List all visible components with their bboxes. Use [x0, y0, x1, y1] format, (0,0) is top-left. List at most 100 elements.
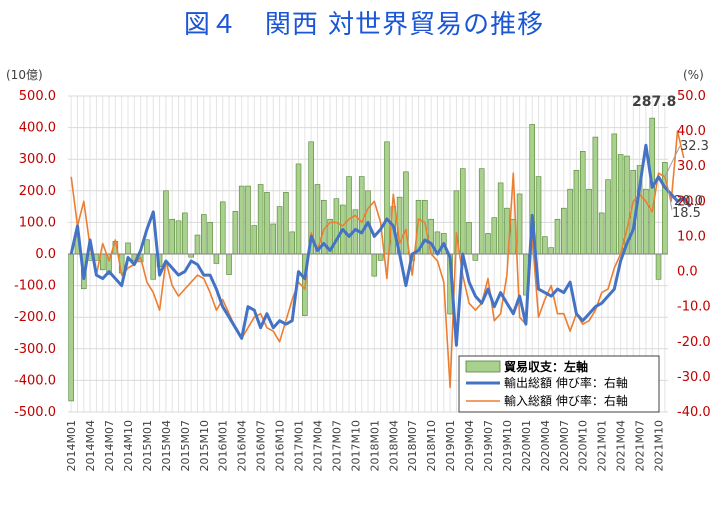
right-axis-unit: (%) [683, 68, 704, 82]
balance-bar [257, 184, 264, 255]
balance-bar [201, 214, 207, 255]
x-tick-label: 2019M07 [482, 420, 495, 471]
x-tick-label: 2020M01 [520, 420, 533, 471]
balance-bar [264, 192, 270, 255]
x-tick-label: 2014M04 [84, 420, 97, 471]
balance-bar [554, 218, 561, 255]
x-tick-label: 2016M01 [217, 420, 230, 471]
balance-bar [655, 253, 662, 280]
x-tick-label: 2020M10 [577, 420, 590, 471]
balance-bar [194, 234, 201, 255]
x-tick-label: 2021M01 [596, 420, 609, 471]
x-tick-label: 2017M01 [293, 420, 306, 471]
balance-bar [384, 141, 390, 255]
balance-bar [270, 223, 277, 255]
x-tick-label: 2016M10 [274, 420, 287, 471]
x-tick-label: 2019M04 [463, 420, 476, 471]
right-tick-label: 20.0 [677, 194, 706, 209]
balance-bar [605, 179, 611, 255]
left-tick-label: -300.0 [14, 342, 56, 357]
balance-bar [542, 236, 548, 255]
balance-bar [213, 253, 220, 264]
balance-bar [144, 239, 150, 255]
left-tick-label: 500.0 [19, 89, 56, 104]
right-tick-label: -10.0 [677, 300, 711, 315]
balance-bar [586, 188, 592, 255]
right-tick-label: 10.0 [677, 229, 706, 244]
balance-bar [219, 201, 226, 255]
legend-label: 貿易収支：左軸 [504, 359, 588, 374]
x-tick-label: 2020M07 [558, 420, 571, 471]
balance-bar [617, 154, 624, 255]
x-tick-label: 2021M07 [634, 420, 647, 471]
x-tick-label: 2018M07 [406, 420, 419, 471]
balance-bar [276, 206, 283, 255]
x-tick-label: 2018M10 [425, 420, 438, 471]
balance-bar [567, 188, 573, 255]
x-tick-label: 2017M07 [330, 420, 343, 471]
right-tick-label: 40.0 [677, 124, 706, 139]
balance-bar [346, 176, 352, 255]
right-tick-label: -20.0 [677, 335, 711, 350]
balance-bar [478, 168, 485, 255]
balance-bar [163, 190, 169, 255]
balance-bar [598, 212, 605, 255]
right-tick-label: -40.0 [677, 405, 711, 420]
right-tick-label: 50.0 [677, 89, 706, 104]
balance-bar [232, 211, 239, 255]
left-tick-label: 100.0 [19, 215, 56, 230]
x-tick-label: 2018M01 [368, 420, 381, 471]
balance-bar [579, 151, 586, 255]
x-tick-label: 2017M04 [311, 420, 324, 471]
balance-bar [238, 185, 245, 255]
balance-bar [592, 136, 599, 255]
left-tick-label: -500.0 [14, 405, 56, 420]
x-tick-label: 2019M01 [444, 420, 457, 471]
right-axis-ticks: 50.0 40.0 30.0 20.0 10.0 0.0 -10.0 -20.0 -30.0 -4… [677, 89, 711, 420]
legend-label: 輸出総額 伸び率：右軸 [504, 375, 628, 390]
balance-bar [371, 253, 378, 277]
left-tick-label: -100.0 [14, 279, 56, 294]
balance-bar [182, 212, 188, 255]
x-tick-label: 2014M10 [122, 420, 135, 471]
x-tick-label: 2016M04 [236, 420, 249, 471]
balance-bar [99, 253, 106, 271]
balance-bar [68, 253, 74, 402]
x-tick-label: 2015M10 [198, 420, 211, 471]
balance-bar [289, 231, 295, 255]
x-tick-label: 2014M01 [65, 420, 78, 471]
last-balance-label: 20.0 [674, 194, 703, 209]
balance-bar [573, 169, 580, 255]
legend-label: 輸入総額 伸び率：右軸 [504, 393, 628, 408]
x-tick-label: 2017M10 [349, 420, 362, 471]
balance-bar [516, 193, 523, 255]
chart-title: 図４ 関西 対世界貿易の推移 [183, 10, 545, 40]
growth-lines [69, 130, 692, 389]
left-tick-label: -200.0 [14, 310, 56, 325]
x-tick-label: 2015M04 [160, 420, 173, 471]
balance-bar [459, 168, 466, 255]
balance-bar [491, 217, 498, 255]
left-tick-label: -400.0 [14, 373, 56, 388]
last-import-label: 32.3 [680, 139, 709, 154]
right-tick-label: -30.0 [677, 370, 711, 385]
balance-bar [611, 133, 618, 255]
balance-bar [472, 253, 479, 261]
x-axis-ticks: 2014M01 2014M04 2014M07 2014M10 2015M01 2015M… [65, 420, 665, 471]
balance-bar [377, 253, 384, 261]
left-axis-unit: (10億) [6, 68, 43, 82]
max-balance-label: 287.8 [632, 94, 676, 110]
last-export-label: 18.5 [672, 206, 701, 221]
balance-bar [485, 233, 491, 255]
balance-bar [548, 247, 554, 255]
left-axis-ticks: 500.0 400.0 300.0 200.0 100.0 0.0 -100.0 -200.0… [14, 89, 56, 420]
balance-bar [207, 222, 213, 255]
balance-bar [358, 176, 365, 255]
balance-bar [150, 253, 157, 280]
right-tick-label: 30.0 [677, 159, 706, 174]
balance-bar [251, 225, 258, 255]
export-leader-line [667, 187, 673, 211]
x-tick-label: 2020M04 [539, 420, 552, 471]
